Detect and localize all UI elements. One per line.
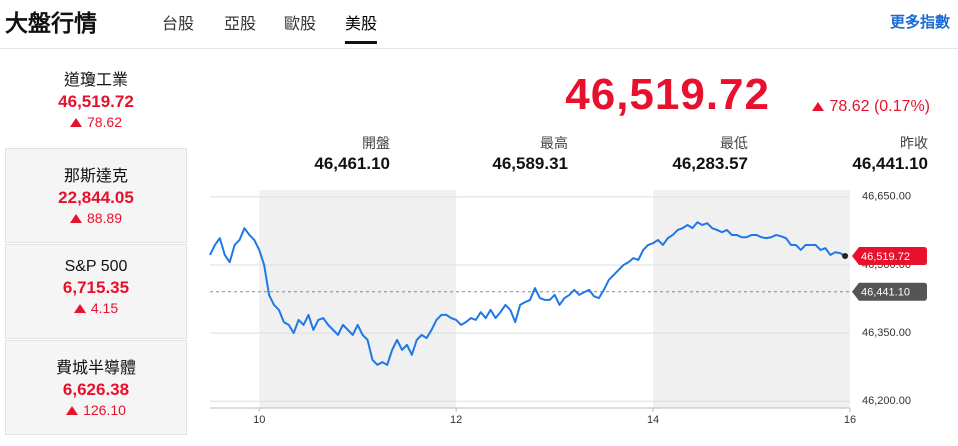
stat-value: 46,283.57 (672, 154, 748, 173)
index-card[interactable]: 那斯達克 22,844.05 88.89 (5, 148, 187, 243)
index-price: 22,844.05 (58, 188, 134, 207)
reference-tag: 46,441.10 (861, 287, 910, 299)
index-name: 道瓊工業 (63, 72, 128, 89)
time-band (653, 190, 850, 408)
y-tick-label: 46,350.00 (862, 327, 911, 339)
page-title: 大盤行情 (5, 10, 97, 36)
x-tick-label: 16 (844, 414, 856, 426)
y-tick-label: 46,200.00 (862, 395, 911, 407)
up-icon (66, 406, 79, 415)
index-card[interactable]: S&P 500 6,715.35 4.15 (5, 244, 187, 339)
current-tag-bg (852, 246, 927, 265)
index-change: 88.89 (6, 210, 186, 226)
index-change-text: 4.15 (90, 300, 119, 316)
index-card[interactable]: 道瓊工業 46,519.72 78.62 (5, 52, 187, 147)
x-tick-label: 12 (450, 414, 462, 426)
index-name: 那斯達克 (63, 168, 128, 185)
price-line (209, 221, 846, 366)
up-icon (69, 214, 82, 223)
change-text: 78.62 (0.17%) (829, 98, 930, 115)
stat-value: 46,441.10 (852, 154, 928, 173)
last-point (842, 252, 849, 259)
up-icon (69, 118, 82, 127)
time-band (259, 190, 457, 408)
index-change: 126.10 (6, 402, 186, 418)
index-change-text: 78.62 (86, 114, 123, 130)
index-change: 78.62 (6, 114, 186, 130)
index-change: 4.15 (6, 300, 186, 316)
index-price: 6,715.35 (62, 278, 130, 297)
index-card[interactable]: 費城半導體 6,626.38 126.10 (5, 340, 187, 435)
x-tick-label: 10 (253, 414, 265, 426)
stat-label: 最高 (540, 135, 568, 151)
current-tag: 46,519.72 (861, 251, 910, 263)
y-tick-label: 46,650.00 (862, 191, 911, 203)
change: 78.62 (0.17%) (812, 98, 930, 116)
stat-value: 46,589.31 (492, 154, 568, 173)
index-change-text: 88.89 (86, 210, 123, 226)
tab[interactable]: 歐股 (284, 16, 317, 33)
stat-label: 最低 (720, 135, 748, 151)
tab[interactable]: 亞股 (224, 16, 257, 33)
stat-label: 昨收 (900, 135, 928, 151)
index-name: 費城半導體 (55, 360, 136, 377)
stat-value: 46,461.10 (314, 154, 390, 173)
tab[interactable]: 美股 (345, 10, 378, 44)
index-price: 46,519.72 (58, 92, 134, 111)
separator (0, 48, 958, 49)
index-name: S&P 500 (64, 258, 128, 275)
up-icon (73, 304, 86, 313)
x-tick-label: 14 (647, 414, 659, 426)
more-link[interactable]: 更多指數 (889, 14, 950, 31)
stat-label: 開盤 (362, 135, 390, 151)
index-change-text: 126.10 (83, 402, 126, 418)
reference-tag-bg (852, 282, 927, 301)
index-price: 6,626.38 (62, 380, 130, 399)
price: 46,519.72 (565, 70, 770, 119)
tab[interactable]: 台股 (162, 16, 195, 33)
